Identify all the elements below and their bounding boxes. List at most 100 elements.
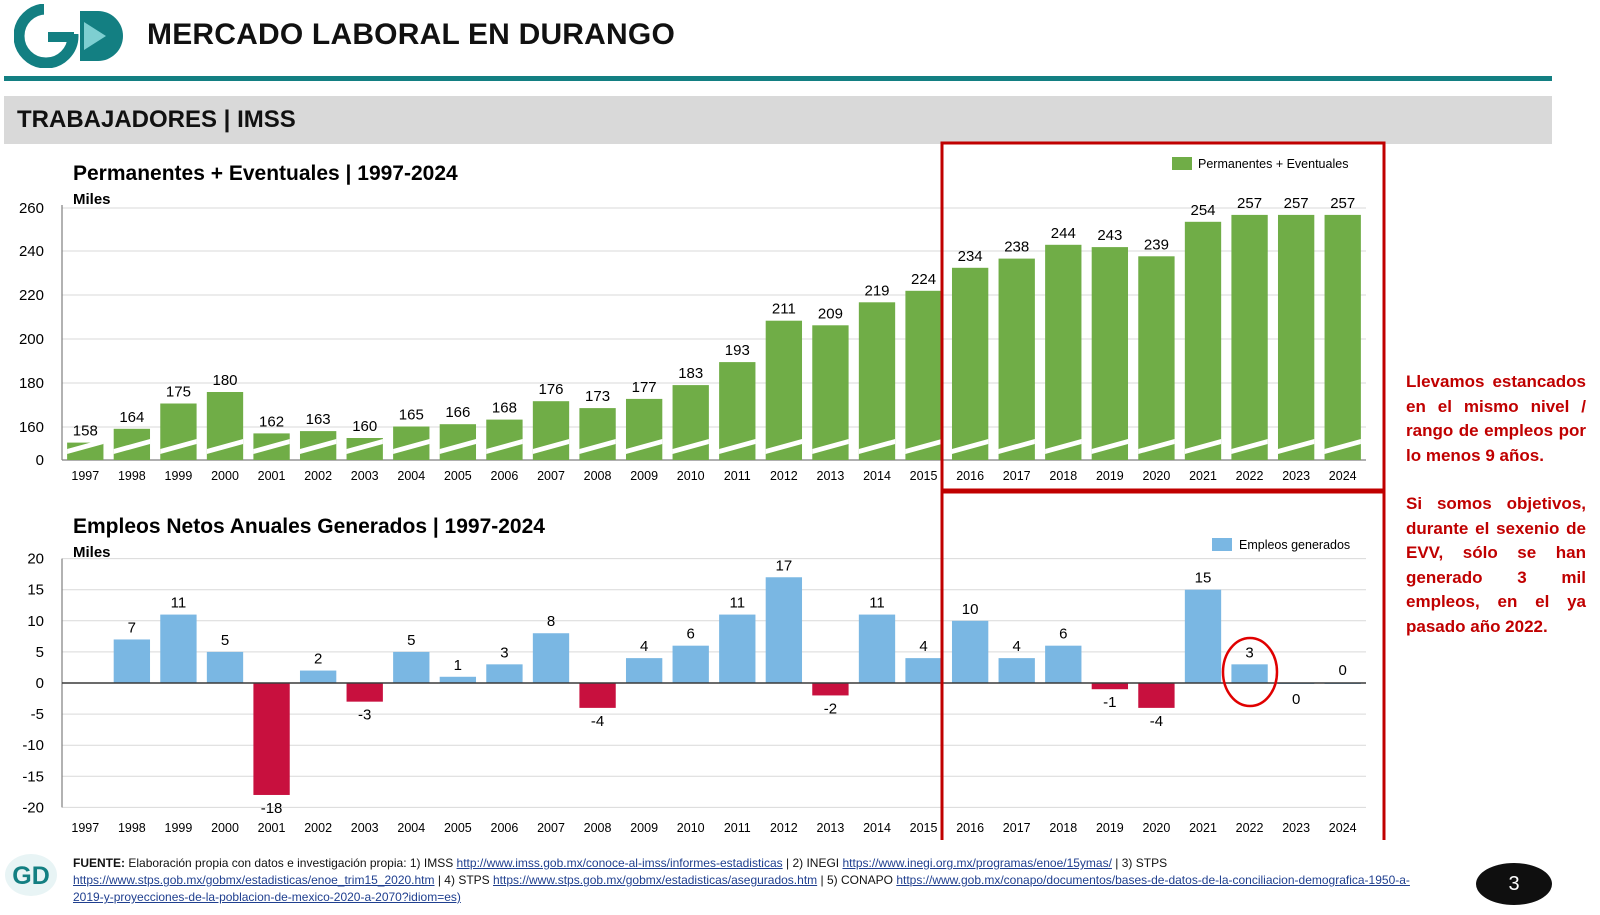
chart1-xtick: 2007 (537, 469, 565, 483)
chart2-data-label: 10 (962, 601, 979, 618)
chart1-xtick: 2004 (397, 469, 425, 483)
title-divider (4, 76, 1552, 81)
section-title: TRABAJADORES | IMSS (17, 106, 296, 133)
chart1-axis-break (1184, 439, 1222, 454)
chart1-data-label: 224 (911, 271, 936, 288)
chart1-bar (486, 419, 523, 460)
chart2-data-label: 17 (776, 557, 793, 574)
chart2-legend-label: Empleos generados (1239, 538, 1350, 552)
chart2-xtick: 2013 (817, 821, 845, 835)
chart1-bar (765, 320, 803, 460)
chart2-xtick: 2007 (537, 821, 565, 835)
chart2-title: Empleos Netos Anuales Generados | 1997-2… (73, 515, 545, 538)
chart1-data-label: 175 (166, 384, 191, 401)
chart1-xtick: 2005 (444, 469, 472, 483)
charts-area: Permanentes + Eventuales | 1997-2024 Mile… (19, 141, 1386, 840)
chart2-ytick: 0 (36, 675, 44, 692)
chart1-xtick: 2019 (1096, 469, 1124, 483)
chart1-xtick: 2016 (956, 469, 984, 483)
chart1-bar (1138, 256, 1175, 460)
chart2-bar (393, 651, 430, 683)
chart1-bar (951, 267, 989, 460)
chart2-xtick: 2012 (770, 821, 798, 835)
note-paragraph-2: Si somos objetivos, durante el sexenio d… (1406, 494, 1586, 636)
chart1-data-label: 211 (772, 301, 796, 318)
chart1-data-label: 173 (585, 388, 610, 405)
source-link-imss[interactable]: http://www.imss.gob.mx/conoce-al-imss/in… (456, 856, 783, 870)
chart2-ytick: 10 (27, 613, 44, 630)
chart1-ytick: 160 (19, 419, 44, 436)
chart1-xtick: 2012 (770, 469, 798, 483)
chart1-axis-break (160, 439, 197, 454)
chart2-data-label: 6 (687, 626, 695, 643)
chart2-xtick: 1997 (71, 821, 99, 835)
chart2-xtick: 2003 (351, 821, 379, 835)
chart2-xtick: 2005 (444, 821, 472, 835)
source-label: FUENTE: (73, 856, 125, 870)
chart1-data-label: 162 (259, 413, 284, 430)
chart2-bar (160, 614, 197, 683)
chart2-bar (1138, 683, 1175, 708)
source-link-inegi[interactable]: https://www.inegi.org.mx/programas/enoe/… (842, 856, 1112, 870)
chart1-data-label: 158 (73, 423, 98, 440)
source-text-5: | 5) CONAPO (820, 873, 893, 887)
chart1-data-label: 257 (1330, 195, 1355, 212)
chart1-axis-break (486, 439, 523, 454)
page-number: 3 (1476, 863, 1552, 905)
source-text-3: | 3) STPS (1115, 856, 1168, 870)
chart1-data-label: 209 (818, 305, 843, 322)
chart2-bar (486, 664, 523, 683)
chart1-ylabel: Miles (73, 191, 111, 208)
chart2-bar (1231, 664, 1268, 683)
chart1-data-label: 243 (1097, 227, 1122, 244)
source-link-stps-enoe[interactable]: https://www.stps.gob.mx/gobmx/estadistic… (73, 873, 435, 887)
chart2-bar (858, 614, 896, 683)
chart1-xtick: 2008 (584, 469, 612, 483)
chart2-xtick: 2004 (397, 821, 425, 835)
chart2-xtick: 2009 (630, 821, 658, 835)
chart2-xtick: 1999 (165, 821, 193, 835)
chart2-xtick: 2008 (584, 821, 612, 835)
chart2-xtick: 2020 (1143, 821, 1171, 835)
chart1-data-label: 165 (399, 407, 424, 424)
chart2-xtick: 2011 (724, 821, 751, 835)
chart2-data-label: 3 (1245, 644, 1253, 661)
chart2-data-label: 1 (454, 657, 462, 674)
chart2-bar (1045, 645, 1082, 683)
chart2-bar (625, 658, 663, 683)
chart1-xtick: 2010 (677, 469, 705, 483)
chart1-axis-break (951, 439, 989, 454)
chart2-ytick: -15 (22, 768, 44, 785)
chart1-legend-swatch (1172, 157, 1192, 170)
chart1-xtick: 2000 (211, 469, 239, 483)
chart2-data-label: 4 (640, 638, 648, 655)
chart1-xtick: 2013 (817, 469, 845, 483)
chart2-xtick: 2024 (1329, 821, 1357, 835)
source-link-conapo[interactable]: https://www.gob.mx/conapo/documentos/bas… (73, 873, 1410, 904)
chart2-data-label: 3 (500, 644, 508, 661)
chart2-xtick: 2006 (491, 821, 519, 835)
chart1-xtick: 2024 (1329, 469, 1357, 483)
chart2-data-label: 11 (729, 595, 745, 612)
chart1-axis-break (579, 439, 616, 454)
source-link-stps-asegurados[interactable]: https://www.stps.gob.mx/gobmx/estadistic… (493, 873, 818, 887)
chart1-data-label: 239 (1144, 236, 1169, 253)
footer-logo-text: GD (12, 862, 50, 890)
chart1-xtick: 2003 (351, 469, 379, 483)
chart1-data-label: 176 (538, 381, 563, 398)
chart2-data-label: -4 (1150, 713, 1163, 730)
chart1-xtick: 2023 (1282, 469, 1310, 483)
chart1-bar (1277, 214, 1315, 460)
chart2-bar (579, 683, 616, 708)
chart1-bar (858, 302, 896, 460)
chart2-data-label: 7 (128, 619, 136, 636)
chart2-data-label: 8 (547, 613, 555, 630)
chart2-xtick: 2023 (1282, 821, 1310, 835)
chart1-data-label: 183 (678, 365, 703, 382)
chart1-axis-break (905, 439, 942, 454)
chart2-data-label: 4 (919, 638, 927, 655)
chart1-xtick: 2009 (630, 469, 658, 483)
chart1-axis-break (625, 439, 663, 454)
chart1-bar (812, 325, 849, 460)
chart2-xtick: 2001 (258, 821, 286, 835)
